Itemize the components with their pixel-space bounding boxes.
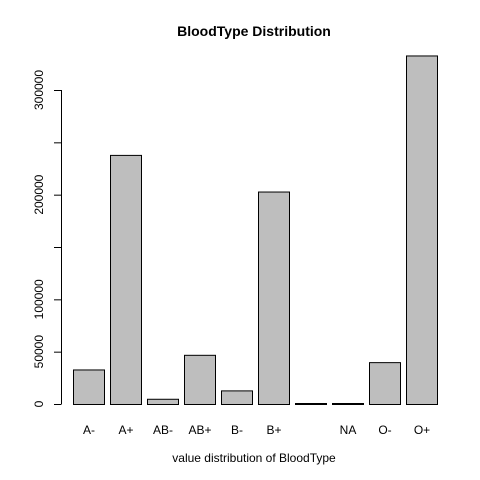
- x-tick-label: AB-: [153, 423, 173, 437]
- bar-blank: [295, 403, 327, 405]
- x-tick-label: B-: [231, 423, 243, 437]
- bar-apos: [110, 154, 142, 405]
- x-tick-label: A+: [118, 423, 133, 437]
- bar-bpos: [258, 191, 290, 405]
- x-tick-label: NA: [340, 423, 357, 437]
- x-tick-labels: A- A+ AB- AB+ B- B+ NA O- O+: [83, 423, 430, 437]
- y-tick-label: 200000: [32, 174, 46, 214]
- bar-abpos: [184, 354, 216, 406]
- y-axis: 0 50000 100000 200000 300000: [32, 70, 62, 407]
- bar-na: [332, 403, 364, 405]
- y-tick-label: 300000: [32, 70, 46, 110]
- bar-abneg: [147, 398, 179, 405]
- x-tick-label: A-: [83, 423, 95, 437]
- x-axis-label: value distribution of BloodType: [172, 451, 336, 465]
- x-tick-label: B+: [266, 423, 281, 437]
- bar-aneg: [73, 369, 105, 405]
- bar-bneg: [221, 390, 253, 406]
- x-tick-label: AB+: [188, 423, 211, 437]
- y-tick-label: 0: [32, 400, 46, 407]
- x-tick-label: O+: [414, 423, 430, 437]
- chart-title: BloodType Distribution: [177, 23, 331, 39]
- bar-opos: [406, 55, 438, 406]
- bars: [73, 55, 438, 406]
- x-tick-label: O-: [378, 423, 391, 437]
- y-tick-label: 50000: [32, 335, 46, 369]
- bar-oneg: [369, 362, 401, 405]
- y-tick-label: 100000: [32, 279, 46, 319]
